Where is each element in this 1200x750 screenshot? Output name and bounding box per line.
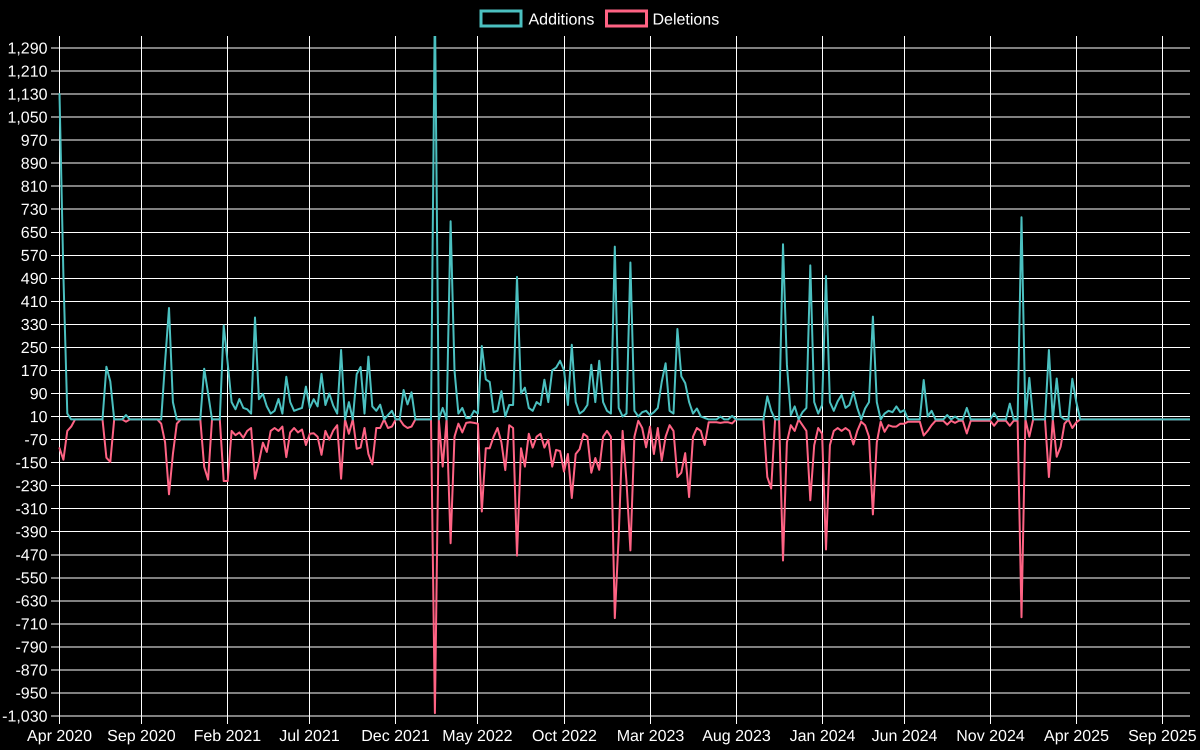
svg-text:490: 490 [21,271,48,288]
svg-text:10: 10 [30,409,48,426]
svg-text:170: 170 [21,363,48,380]
svg-text:Oct 2022: Oct 2022 [532,728,597,745]
svg-text:Jun 2024: Jun 2024 [872,728,938,745]
svg-text:-790: -790 [15,639,47,656]
svg-text:Feb 2021: Feb 2021 [194,728,262,745]
svg-text:-470: -470 [15,547,47,564]
svg-text:410: 410 [21,294,48,311]
svg-text:Apr 2020: Apr 2020 [27,728,92,745]
svg-text:-230: -230 [15,478,47,495]
svg-text:-150: -150 [15,455,47,472]
svg-text:-70: -70 [24,432,47,449]
svg-text:Nov 2024: Nov 2024 [956,728,1025,745]
svg-text:330: 330 [21,317,48,334]
svg-text:-1,030: -1,030 [2,709,47,726]
svg-text:Dec 2021: Dec 2021 [361,728,430,745]
svg-text:1,210: 1,210 [7,64,47,81]
svg-text:-950: -950 [15,686,47,703]
svg-text:730: 730 [21,202,48,219]
svg-text:570: 570 [21,248,48,265]
svg-text:Additions: Additions [528,12,594,29]
svg-text:250: 250 [21,340,48,357]
svg-text:810: 810 [21,179,48,196]
svg-text:-710: -710 [15,616,47,633]
svg-text:1,290: 1,290 [7,41,47,58]
svg-text:Apr 2025: Apr 2025 [1044,728,1109,745]
svg-text:Jan 2024: Jan 2024 [790,728,856,745]
svg-text:970: 970 [21,133,48,150]
svg-text:1,050: 1,050 [7,110,47,127]
svg-text:90: 90 [30,386,48,403]
svg-text:-550: -550 [15,570,47,587]
svg-text:May 2022: May 2022 [442,728,512,745]
svg-text:1,130: 1,130 [7,87,47,104]
svg-text:Aug 2023: Aug 2023 [702,728,771,745]
svg-text:-310: -310 [15,501,47,518]
svg-text:-630: -630 [15,593,47,610]
svg-text:-390: -390 [15,524,47,541]
svg-text:Mar 2023: Mar 2023 [617,728,685,745]
svg-text:-870: -870 [15,662,47,679]
svg-text:Sep 2025: Sep 2025 [1128,728,1197,745]
svg-text:Jul 2021: Jul 2021 [279,728,340,745]
svg-text:650: 650 [21,225,48,242]
svg-text:Deletions: Deletions [652,12,719,29]
svg-text:Sep 2020: Sep 2020 [107,728,176,745]
svg-text:890: 890 [21,156,48,173]
